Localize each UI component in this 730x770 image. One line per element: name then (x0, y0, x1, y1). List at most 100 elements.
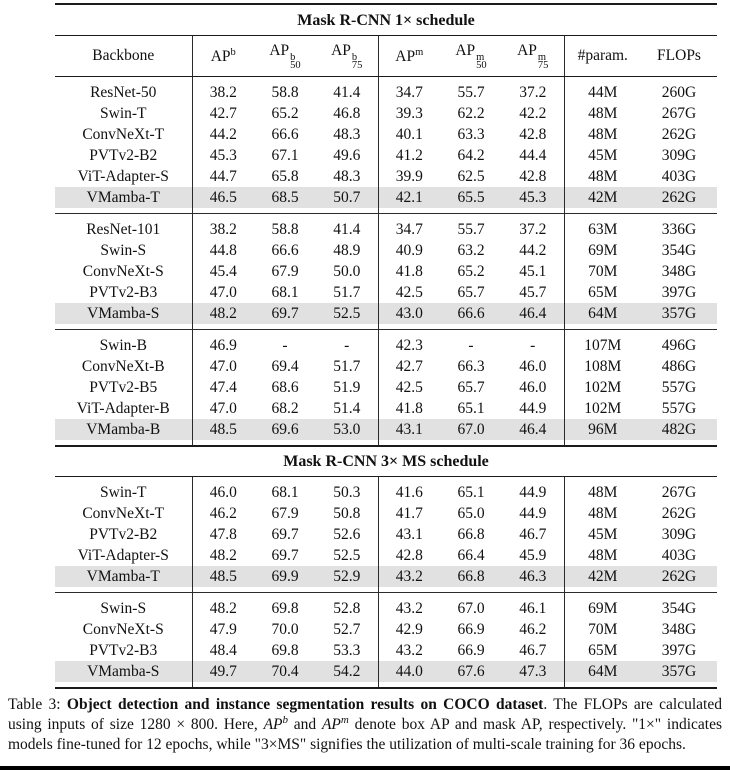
value-cell: 67.0 (440, 598, 502, 619)
backbone-cell: ViT-Adapter-B (55, 398, 192, 419)
value-cell: 41.8 (378, 398, 440, 419)
value-cell: 68.1 (254, 482, 316, 503)
spacer-cell (55, 682, 192, 688)
value-cell: 45.3 (192, 145, 254, 166)
value-cell: 40.1 (378, 124, 440, 145)
value-cell: 42.2 (502, 103, 564, 124)
value-cell: 47.0 (192, 356, 254, 377)
spacer-cell (316, 440, 378, 446)
header-sup: m (415, 47, 423, 58)
value-cell: 69M (564, 240, 641, 261)
backbone-cell: Swin-T (55, 482, 192, 503)
value-cell: 43.0 (378, 303, 440, 324)
value-cell: 37.2 (502, 219, 564, 240)
backbone-cell: VMamba-B (55, 419, 192, 440)
value-cell: 63.2 (440, 240, 502, 261)
value-cell: 51.7 (316, 282, 378, 303)
spacer-cell (564, 682, 641, 688)
spacer-cell (564, 440, 641, 446)
header-sub: 50 (476, 62, 487, 71)
value-cell: 40.9 (378, 240, 440, 261)
value-cell: 66.9 (440, 619, 502, 640)
value-cell: 45.9 (502, 545, 564, 566)
caption-segment: and (288, 716, 322, 733)
value-cell: 68.1 (254, 282, 316, 303)
spacer-cell (502, 440, 564, 446)
caption-segment: m (341, 714, 349, 726)
value-cell: 65.5 (440, 187, 502, 208)
backbone-cell: Swin-S (55, 240, 192, 261)
value-cell: 45M (564, 145, 641, 166)
value-cell: 48M (564, 124, 641, 145)
value-cell: 53.3 (316, 640, 378, 661)
value-cell: 42.8 (502, 124, 564, 145)
value-cell: 397G (641, 282, 717, 303)
value-cell: 42.5 (378, 377, 440, 398)
value-cell: 46.8 (316, 103, 378, 124)
table-caption: Table 3: Object detection and instance s… (8, 695, 722, 755)
backbone-cell: PVTv2-B2 (55, 524, 192, 545)
value-cell: 41.2 (378, 145, 440, 166)
value-cell: 66.6 (254, 124, 316, 145)
backbone-cell: PVTv2-B3 (55, 282, 192, 303)
value-cell: 42.8 (378, 545, 440, 566)
value-cell: 65M (564, 282, 641, 303)
value-cell: 64M (564, 661, 641, 682)
value-cell: 66.4 (440, 545, 502, 566)
spacer-cell (641, 682, 717, 688)
value-cell: 486G (641, 356, 717, 377)
value-cell: 44.0 (378, 661, 440, 682)
value-cell: 66.6 (440, 303, 502, 324)
value-cell: 309G (641, 145, 717, 166)
value-cell: 46.0 (502, 356, 564, 377)
value-cell: 43.2 (378, 598, 440, 619)
value-cell: 66.6 (254, 240, 316, 261)
value-cell: 46.4 (502, 419, 564, 440)
value-cell: 42.7 (378, 356, 440, 377)
value-cell: 63.3 (440, 124, 502, 145)
value-cell: 482G (641, 419, 717, 440)
value-cell: 52.5 (316, 545, 378, 566)
value-cell: 336G (641, 219, 717, 240)
spacer-cell (254, 682, 316, 688)
value-cell: 39.3 (378, 103, 440, 124)
value-cell: 50.0 (316, 261, 378, 282)
value-cell: 46.0 (502, 377, 564, 398)
value-cell: 70M (564, 261, 641, 282)
spacer-cell (55, 440, 192, 446)
value-cell: 41.4 (316, 219, 378, 240)
value-cell: 43.2 (378, 566, 440, 587)
spacer-cell (192, 682, 254, 688)
value-cell: 65.2 (254, 103, 316, 124)
backbone-cell: ConvNeXt-S (55, 619, 192, 640)
backbone-cell: ResNet-50 (55, 82, 192, 103)
value-cell: 65.8 (254, 166, 316, 187)
value-cell: 69.8 (254, 640, 316, 661)
value-cell: 44.9 (502, 482, 564, 503)
value-cell: 354G (641, 598, 717, 619)
value-cell: 42.9 (378, 619, 440, 640)
value-cell: 48.3 (316, 166, 378, 187)
value-cell: 41.6 (378, 482, 440, 503)
value-cell: 46.3 (502, 566, 564, 587)
value-cell: 62.5 (440, 166, 502, 187)
value-cell: 262G (641, 566, 717, 587)
value-cell: 44.8 (192, 240, 254, 261)
value-cell: 42.3 (378, 335, 440, 356)
